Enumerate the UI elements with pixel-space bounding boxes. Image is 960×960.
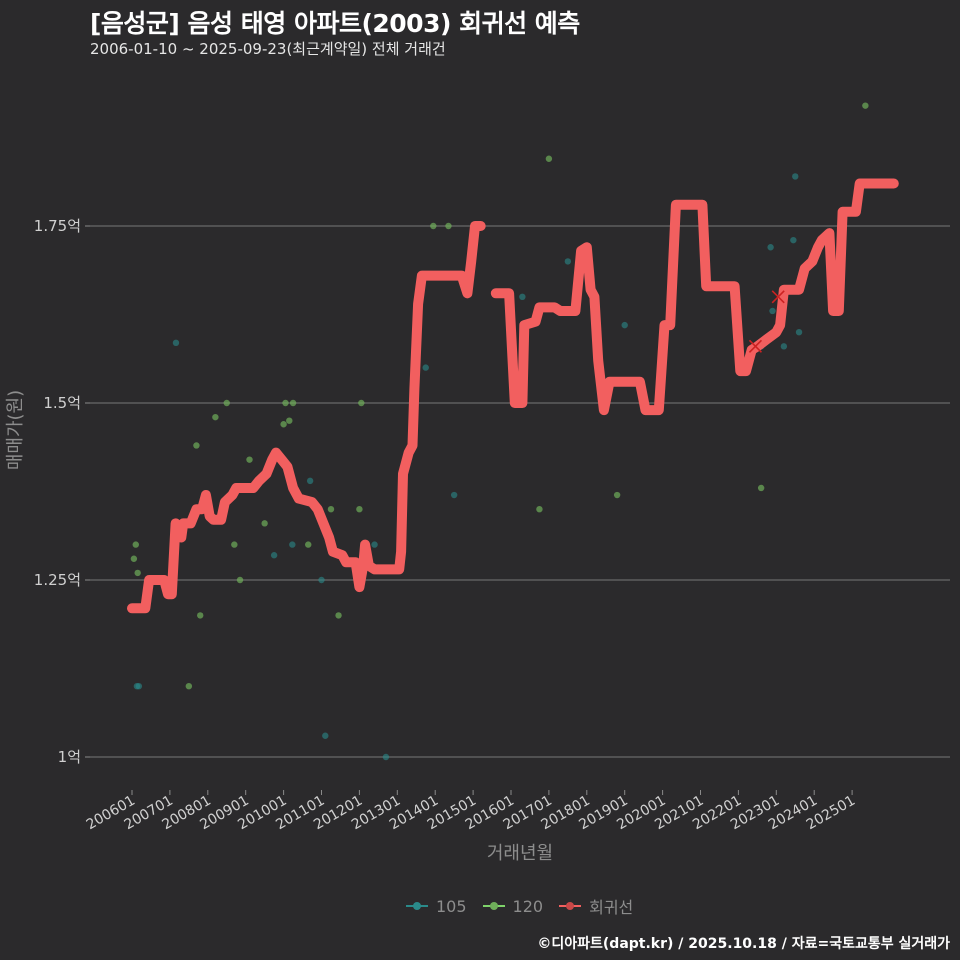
x-marker-icon [771,290,785,304]
y-tick-label: 1.5억 [43,394,81,412]
data-point-120 [261,520,268,527]
data-point-120 [335,612,342,619]
data-point-120 [545,155,553,162]
legend-label: 회귀선 [589,898,634,917]
data-point-105 [795,329,803,336]
legend-key-icon [559,900,582,912]
data-point-120 [212,413,219,421]
data-point-105 [318,576,325,584]
data-point-120 [613,491,621,499]
x-axis-title: 거래년월 [487,843,553,864]
data-point-105 [306,477,314,485]
data-point-105 [564,258,572,265]
data-point-105 [519,293,526,300]
chart-title: [음성군] 음성 태영 아파트(2003) 회귀선 예측 [90,9,580,38]
regression-path [490,178,899,416]
data-point-120 [132,541,139,548]
data-point-120 [236,576,244,584]
data-point-120 [197,612,204,619]
legend-item-regression[interactable]: 회귀선 [559,894,633,918]
gridlines [90,225,950,758]
data-point-105 [322,732,329,739]
data-point-120 [280,421,287,428]
data-point-105 [172,339,180,347]
data-point-120 [757,484,765,492]
data-point-105 [790,236,797,244]
x-axis: 2006012007012008012009012010012011012012… [84,790,858,833]
y-axis: 1억 1.25억 1.5억 1.75억 [34,217,90,766]
data-point-120 [445,222,452,230]
y-tick-label: 1.25억 [34,571,81,589]
chart-subtitle: 2006-01-10 ~ 2025-09-23(최근계약일) 전체 거래건 [90,40,446,58]
y-tick-label: 1.75억 [34,217,81,235]
legend-item-120[interactable]: 120 [482,896,544,916]
data-point-105 [621,321,628,329]
data-point-120 [356,506,363,513]
data-point-120 [193,442,200,449]
data-point-105 [382,753,390,761]
data-point-105 [792,173,799,180]
data-point-120 [231,541,238,548]
legend-item-105[interactable]: 105 [406,897,467,916]
data-point-120 [289,399,297,407]
legend-key-icon [482,900,505,912]
data-point-120 [286,417,293,424]
data-point-105 [270,552,278,559]
regression-path [127,221,486,614]
data-point-120 [134,569,141,577]
series-120-points [130,102,869,690]
data-point-120 [305,541,312,548]
x-markers [748,290,785,353]
legend-label: 105 [436,896,467,916]
data-point-120 [536,506,543,513]
data-point-120 [130,555,138,562]
data-point-120 [223,399,230,407]
data-point-120 [327,506,335,513]
data-point-105 [780,343,788,350]
legend-key-icon [406,900,428,912]
data-point-120 [185,683,193,690]
data-point-120 [358,399,365,407]
data-point-120 [862,102,869,109]
legend-label: 120 [512,896,544,916]
data-point-105 [422,364,429,371]
data-point-105 [450,491,458,499]
data-point-120 [430,222,437,230]
data-point-120 [246,456,253,463]
y-tick-label: 1억 [58,748,81,766]
legend: 105 120 회귀선 [406,894,639,918]
footer-credit: ©디아파트(dapt.kr) / 2025.10.18 / 자료=국토교통부 실… [537,936,950,952]
y-axis-title: 매매가(원) [5,390,26,470]
data-point-105 [371,541,378,548]
data-point-105 [289,541,296,548]
x-marker-icon [748,339,763,353]
data-point-105 [135,683,143,690]
data-point-120 [282,399,289,407]
regression-line [127,178,899,614]
data-point-105 [767,244,774,251]
data-point-105 [769,307,776,315]
